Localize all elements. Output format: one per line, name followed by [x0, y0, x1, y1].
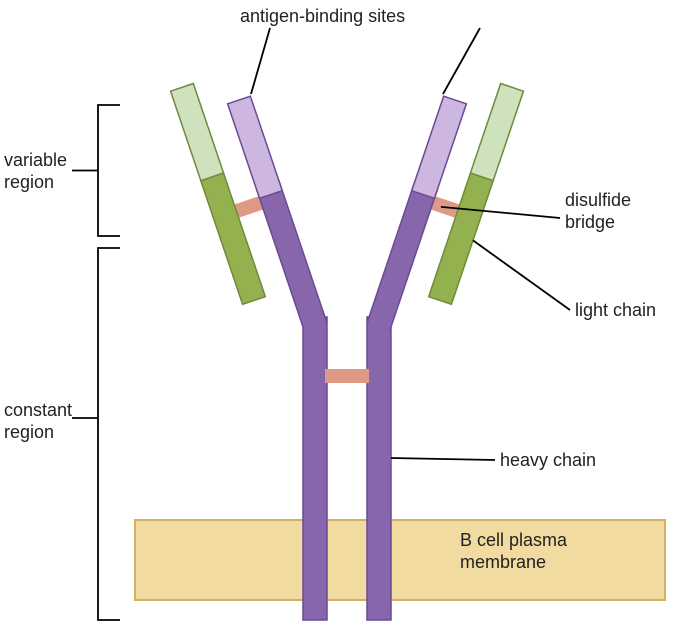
light-chain-variable: [171, 83, 224, 180]
label-light-chain: light chain: [575, 300, 656, 322]
label-disulfide-bridge: disulfide bridge: [565, 190, 631, 233]
bracket-variable-region: [98, 105, 120, 236]
heavy-chain-arm-variable: [228, 96, 283, 198]
bracket-constant-region: [98, 248, 120, 620]
membrane-rect: [135, 520, 665, 600]
label-heavy-chain: heavy chain: [500, 450, 596, 472]
callout-light-chain: [473, 240, 570, 310]
heavy-chain-stem: [367, 317, 391, 620]
light-chain-variable: [470, 83, 523, 180]
label-antigen-binding-sites: antigen-binding sites: [240, 6, 405, 28]
callout-antigen-right: [443, 28, 480, 94]
heavy-chain-arm-constant: [256, 181, 326, 329]
heavy-chain-arm-constant: [368, 181, 438, 329]
callout-heavy-chain: [391, 458, 495, 460]
label-membrane: B cell plasma membrane: [460, 530, 567, 573]
light-chain-constant: [201, 173, 265, 304]
label-variable-region: variable region: [4, 150, 67, 193]
disulfide-bridge-center: [325, 369, 369, 383]
light-chain-constant: [429, 173, 493, 304]
callout-antigen-left: [251, 28, 270, 94]
label-constant-region: constant region: [4, 400, 72, 443]
heavy-chain-stem: [303, 317, 327, 620]
heavy-chain-arm-variable: [412, 96, 467, 198]
